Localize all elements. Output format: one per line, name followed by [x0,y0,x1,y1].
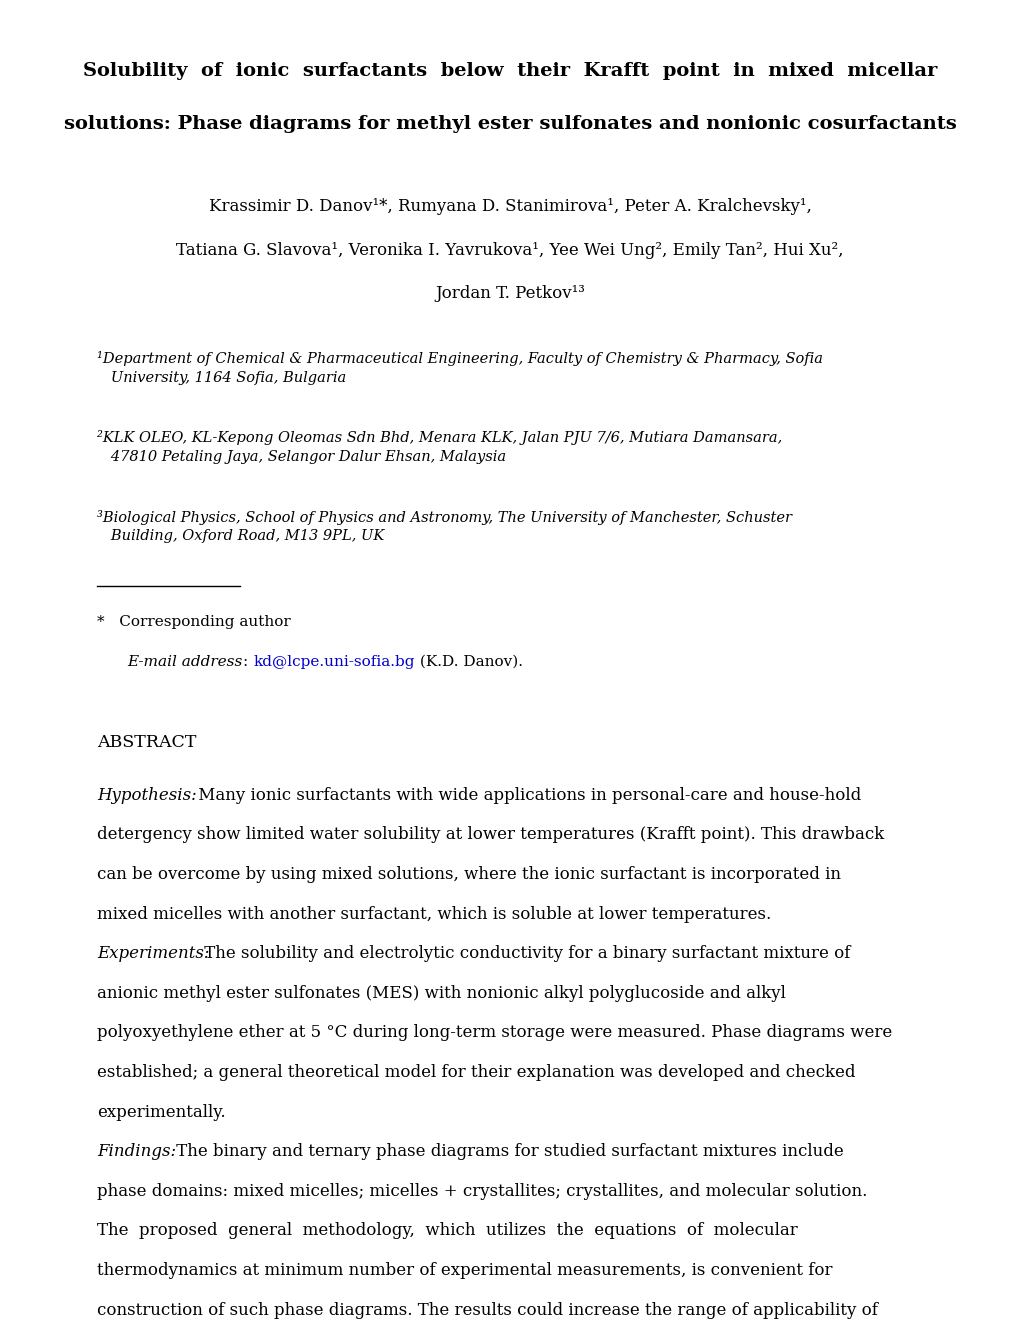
Text: anionic methyl ester sulfonates (MES) with nonionic alkyl polyglucoside and alky: anionic methyl ester sulfonates (MES) wi… [97,985,785,1002]
Text: polyoxyethylene ether at 5 °C during long-term storage were measured. Phase diag: polyoxyethylene ether at 5 °C during lon… [97,1024,892,1041]
Text: The binary and ternary phase diagrams for studied surfactant mixtures include: The binary and ternary phase diagrams fo… [171,1143,844,1160]
Text: The solubility and electrolytic conductivity for a binary surfactant mixture of: The solubility and electrolytic conducti… [199,945,850,962]
Text: ³Biological Physics, School of Physics and Astronomy, The University of Manchest: ³Biological Physics, School of Physics a… [97,510,791,543]
Text: construction of such phase diagrams. The results could increase the range of app: construction of such phase diagrams. The… [97,1302,877,1319]
Text: kd@lcpe.uni-sofia.bg: kd@lcpe.uni-sofia.bg [254,655,415,669]
Text: detergency show limited water solubility at lower temperatures (Krafft point). T: detergency show limited water solubility… [97,826,883,843]
Text: Tatiana G. Slavova¹, Veronika I. Yavrukova¹, Yee Wei Ung², Emily Tan², Hui Xu²,: Tatiana G. Slavova¹, Veronika I. Yavruko… [176,242,843,259]
Text: established; a general theoretical model for their explanation was developed and: established; a general theoretical model… [97,1064,855,1081]
Text: ²KLK OLEO, KL-Kepong Oleomas Sdn Bhd, Menara KLK, Jalan PJU 7/6, Mutiara Damansa: ²KLK OLEO, KL-Kepong Oleomas Sdn Bhd, Me… [97,430,782,463]
Text: *   Corresponding author: * Corresponding author [97,615,290,630]
Text: The  proposed  general  methodology,  which  utilizes  the  equations  of  molec: The proposed general methodology, which … [97,1222,797,1239]
Text: Jordan T. Petkov¹³: Jordan T. Petkov¹³ [435,285,584,302]
Text: Hypothesis:: Hypothesis: [97,787,197,804]
Text: Experiments:: Experiments: [97,945,209,962]
Text: mixed micelles with another surfactant, which is soluble at lower temperatures.: mixed micelles with another surfactant, … [97,906,770,923]
Text: Many ionic surfactants with wide applications in personal-care and house-hold: Many ionic surfactants with wide applica… [193,787,860,804]
Text: E-mail address: E-mail address [127,655,243,669]
Text: phase domains: mixed micelles; micelles + crystallites; crystallites, and molecu: phase domains: mixed micelles; micelles … [97,1183,866,1200]
Text: ¹Department of Chemical & Pharmaceutical Engineering, Faculty of Chemistry & Pha: ¹Department of Chemical & Pharmaceutical… [97,351,822,384]
Text: (K.D. Danov).: (K.D. Danov). [415,655,523,669]
Text: experimentally.: experimentally. [97,1104,225,1121]
Text: can be overcome by using mixed solutions, where the ionic surfactant is incorpor: can be overcome by using mixed solutions… [97,866,840,883]
Text: ABSTRACT: ABSTRACT [97,734,196,751]
Text: :: : [243,655,253,669]
Text: solutions: Phase diagrams for methyl ester sulfonates and nonionic cosurfactants: solutions: Phase diagrams for methyl est… [63,115,956,133]
Text: Findings:: Findings: [97,1143,176,1160]
Text: Solubility  of  ionic  surfactants  below  their  Krafft  point  in  mixed  mice: Solubility of ionic surfactants below th… [83,62,936,81]
Text: thermodynamics at minimum number of experimental measurements, is convenient for: thermodynamics at minimum number of expe… [97,1262,832,1279]
Text: Krassimir D. Danov¹*, Rumyana D. Stanimirova¹, Peter A. Kralchevsky¹,: Krassimir D. Danov¹*, Rumyana D. Stanimi… [208,198,811,215]
